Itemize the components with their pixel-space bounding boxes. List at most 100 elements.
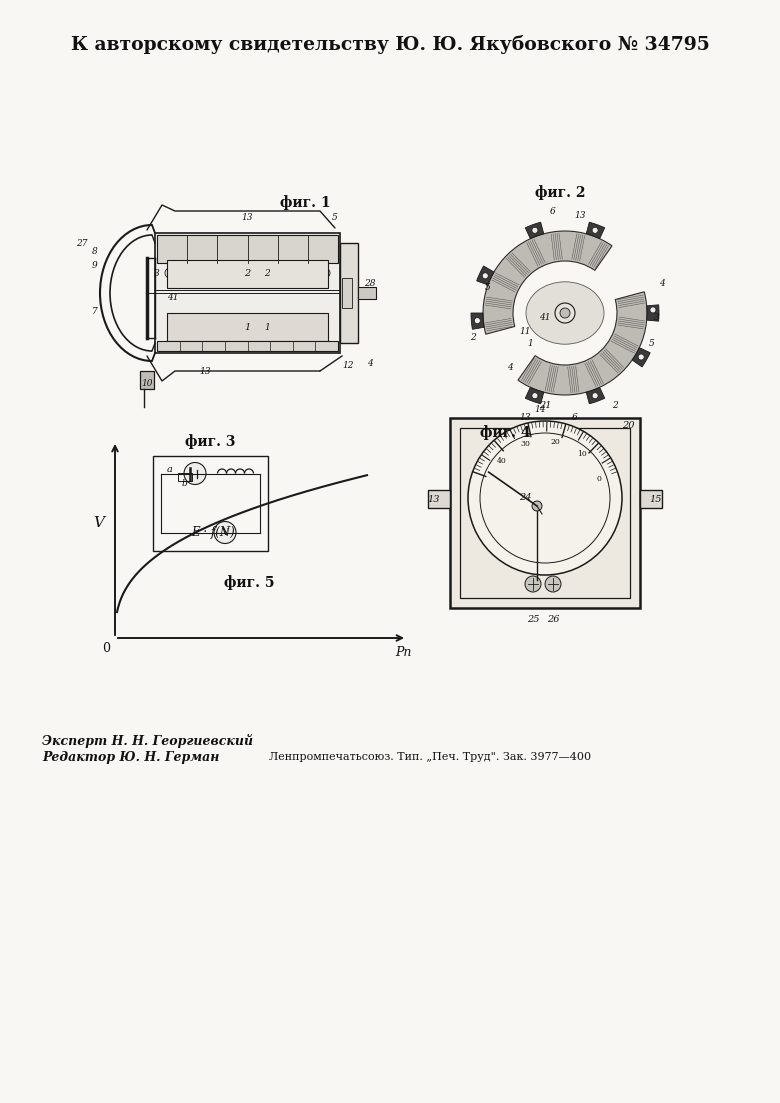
Circle shape	[638, 354, 644, 360]
Polygon shape	[587, 387, 604, 404]
Text: 27: 27	[76, 238, 87, 247]
Text: b: b	[181, 479, 187, 488]
Text: 3: 3	[154, 268, 160, 278]
Text: 10: 10	[141, 378, 153, 387]
Bar	[358, 287, 376, 299]
Bar	[157, 235, 338, 263]
Text: Ленпромпечатьсоюз. Тип. „Печ. Труд". Зак. 3977—400: Ленпромпечатьсоюз. Тип. „Печ. Труд". Зак…	[269, 752, 591, 762]
Text: 15: 15	[650, 494, 662, 503]
Text: 26: 26	[547, 615, 559, 624]
Circle shape	[592, 227, 598, 234]
Wedge shape	[483, 231, 612, 334]
Circle shape	[560, 308, 570, 318]
Text: фиг. 5: фиг. 5	[224, 575, 275, 590]
Text: фиг. 3: фиг. 3	[185, 435, 236, 449]
Circle shape	[289, 268, 299, 278]
Text: 0: 0	[596, 474, 601, 482]
Circle shape	[555, 303, 575, 323]
Text: 3: 3	[654, 313, 660, 322]
Text: 11: 11	[519, 326, 530, 335]
Circle shape	[320, 268, 330, 278]
Bar	[178, 472, 192, 481]
Text: 13: 13	[427, 494, 440, 503]
Text: Pn: Pn	[395, 645, 411, 658]
Text: 13: 13	[519, 413, 530, 421]
Circle shape	[592, 393, 598, 398]
Bar	[157, 341, 338, 351]
Text: V: V	[94, 516, 105, 531]
Text: Редактор Ю. Н. Герман: Редактор Ю. Н. Герман	[42, 750, 219, 763]
Text: 2: 2	[612, 400, 618, 409]
Text: 4: 4	[507, 364, 513, 373]
Text: 9: 9	[92, 260, 98, 269]
Text: 4: 4	[367, 358, 373, 367]
Text: 5: 5	[485, 283, 491, 292]
Text: 12: 12	[342, 361, 354, 370]
Bar	[460, 428, 630, 598]
Text: 13: 13	[199, 366, 211, 375]
Text: 2: 2	[244, 269, 250, 278]
Text: 0: 0	[102, 642, 110, 654]
Bar	[167, 260, 328, 288]
Text: 20: 20	[622, 421, 634, 430]
Text: 5: 5	[332, 214, 338, 223]
Text: 1: 1	[527, 339, 533, 347]
Text: 5: 5	[649, 339, 655, 347]
Circle shape	[532, 393, 538, 398]
Circle shape	[468, 421, 622, 575]
Circle shape	[532, 501, 542, 511]
Bar	[340, 243, 358, 343]
Bar	[342, 278, 352, 308]
Ellipse shape	[526, 281, 604, 344]
Text: 4: 4	[659, 278, 665, 288]
Polygon shape	[647, 304, 659, 321]
Polygon shape	[525, 387, 544, 404]
Text: 2: 2	[470, 333, 476, 343]
Circle shape	[258, 268, 268, 278]
Text: 20: 20	[550, 438, 560, 446]
Text: 1: 1	[264, 322, 270, 332]
Polygon shape	[477, 266, 494, 285]
Text: 6: 6	[572, 413, 578, 421]
Text: фиг. 1: фиг. 1	[280, 195, 330, 211]
Text: 28: 28	[364, 278, 376, 288]
Circle shape	[165, 268, 175, 278]
Text: 1: 1	[244, 322, 250, 332]
Circle shape	[474, 318, 480, 323]
Text: 14: 14	[534, 406, 546, 415]
Circle shape	[196, 268, 206, 278]
Text: 6: 6	[550, 206, 556, 215]
Bar	[450, 418, 640, 608]
Text: 41: 41	[167, 293, 179, 302]
Text: 8: 8	[92, 246, 98, 256]
Circle shape	[214, 522, 236, 544]
Circle shape	[482, 272, 488, 279]
Bar	[167, 313, 328, 341]
Text: 10: 10	[576, 450, 587, 459]
Circle shape	[650, 307, 656, 313]
Bar	[155, 233, 340, 353]
Text: 2: 2	[264, 269, 270, 278]
Text: фиг. 4: фиг. 4	[480, 426, 530, 440]
Wedge shape	[518, 292, 647, 395]
Text: 13: 13	[241, 214, 253, 223]
Polygon shape	[525, 222, 544, 238]
Circle shape	[525, 576, 541, 592]
Circle shape	[227, 268, 237, 278]
Text: Эксперт Н. Н. Георгиевский: Эксперт Н. Н. Георгиевский	[42, 733, 254, 748]
Text: К авторскому свидетельству Ю. Ю. Якубовского № 34795: К авторскому свидетельству Ю. Ю. Якубовс…	[71, 35, 709, 54]
Text: 24: 24	[519, 493, 531, 503]
Polygon shape	[632, 347, 651, 367]
Bar	[140, 371, 154, 389]
Text: 40: 40	[496, 458, 506, 465]
Bar	[428, 490, 450, 508]
Polygon shape	[587, 222, 604, 238]
Text: 13: 13	[574, 212, 586, 221]
Text: 25: 25	[526, 615, 539, 624]
Text: 30: 30	[520, 440, 530, 449]
Text: фиг. 2: фиг. 2	[535, 185, 585, 201]
Text: a: a	[167, 465, 173, 474]
Bar	[153, 456, 268, 550]
Bar	[640, 490, 662, 508]
Text: 21: 21	[539, 401, 551, 410]
